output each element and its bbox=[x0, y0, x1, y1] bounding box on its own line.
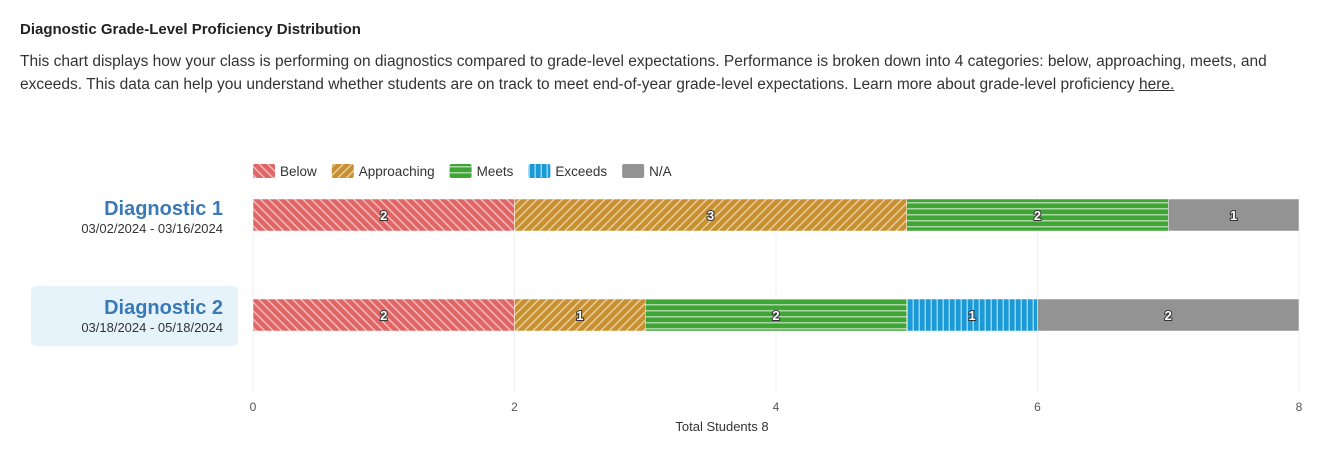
diagnostic-dates: 03/18/2024 - 05/18/2024 bbox=[81, 320, 223, 335]
bar-value-label: 2 bbox=[380, 308, 387, 323]
bar-value-label: 1 bbox=[1230, 208, 1237, 223]
bar-value-label: 3 bbox=[707, 208, 714, 223]
chart-description: This chart displays how your class is pe… bbox=[20, 50, 1300, 96]
bar-segment-below[interactable] bbox=[252, 198, 515, 232]
legend-item[interactable]: Exceeds bbox=[528, 164, 607, 179]
bar-value-label: 2 bbox=[1034, 208, 1041, 223]
bar-segment-approaching[interactable] bbox=[514, 298, 646, 332]
diagnostic-name[interactable]: Diagnostic 2 bbox=[104, 297, 223, 319]
x-tick-label: 6 bbox=[1034, 400, 1041, 414]
diagnostic-name[interactable]: Diagnostic 1 bbox=[104, 198, 223, 220]
legend-swatch bbox=[331, 164, 354, 178]
bar-segment-na[interactable] bbox=[1168, 198, 1300, 232]
legend-item[interactable]: Below bbox=[253, 164, 317, 179]
legend-swatch bbox=[622, 164, 645, 178]
legend-label: Exceeds bbox=[555, 164, 607, 179]
legend-swatch bbox=[449, 164, 472, 178]
legend-item[interactable]: N/A bbox=[622, 164, 672, 179]
x-tick-label: 0 bbox=[250, 400, 257, 414]
bar-value-label: 2 bbox=[1165, 308, 1172, 323]
chart-title: Diagnostic Grade-Level Proficiency Distr… bbox=[20, 21, 361, 38]
legend-item[interactable]: Approaching bbox=[331, 164, 435, 179]
bar-value-label: 2 bbox=[380, 208, 387, 223]
legend-label: Approaching bbox=[359, 164, 435, 179]
learn-more-link[interactable]: here. bbox=[1138, 76, 1175, 93]
description-text: This chart displays how your class is pe… bbox=[20, 53, 1267, 93]
x-tick-label: 4 bbox=[773, 400, 780, 414]
legend-swatch bbox=[528, 164, 551, 178]
diagnostic-dates: 03/02/2024 - 03/16/2024 bbox=[81, 221, 223, 236]
legend-swatch bbox=[253, 164, 275, 178]
bar-segment-approaching[interactable] bbox=[514, 198, 907, 232]
legend-label: Below bbox=[280, 164, 317, 179]
bar-segment-below[interactable] bbox=[252, 298, 515, 332]
bar-segment-meets[interactable] bbox=[645, 298, 907, 332]
bar-value-label: 1 bbox=[576, 308, 583, 323]
bar-segment-exceeds[interactable] bbox=[906, 298, 1038, 332]
x-axis-label: Total Students 8 bbox=[675, 419, 768, 434]
bar-segment-meets[interactable] bbox=[906, 198, 1169, 232]
diagnostic-row-label[interactable]: Diagnostic 1 03/02/2024 - 03/16/2024 bbox=[31, 191, 238, 251]
diagnostic-row-label[interactable]: Diagnostic 2 03/18/2024 - 05/18/2024 bbox=[31, 286, 238, 346]
bar-value-label: 1 bbox=[969, 308, 976, 323]
legend-item[interactable]: Meets bbox=[449, 164, 514, 179]
bar-value-label: 2 bbox=[772, 308, 779, 323]
x-tick-label: 2 bbox=[511, 400, 518, 414]
bar-segment-na[interactable] bbox=[1037, 298, 1300, 332]
x-tick-label: 8 bbox=[1296, 400, 1303, 414]
legend-label: N/A bbox=[649, 164, 672, 179]
legend-label: Meets bbox=[477, 164, 514, 179]
